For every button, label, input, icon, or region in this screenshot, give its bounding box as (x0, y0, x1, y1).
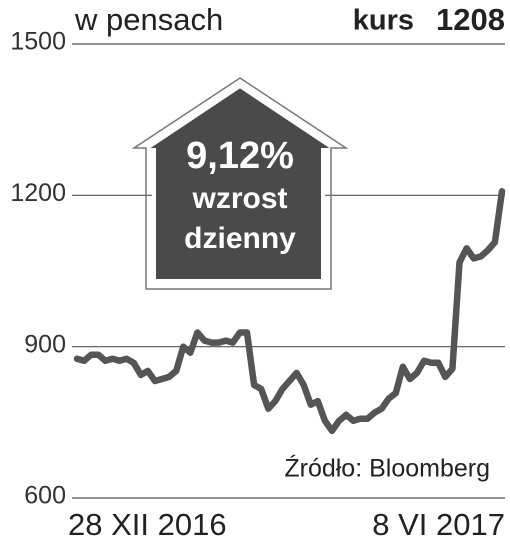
y-tick-label: 900 (24, 330, 66, 358)
y-tick-label: 1200 (10, 179, 66, 207)
price-line (73, 188, 506, 435)
arrow-outline (131, 77, 349, 290)
source: Źródło: Bloomberg (284, 454, 490, 483)
x-tick-label: 8 VI 2017 (372, 507, 505, 542)
y-tick-label: 600 (24, 482, 66, 510)
change-value: 9,12% (186, 135, 294, 177)
plot: 600 900 1200 1500 28 XII 2016 8 VI 2017 (10, 28, 506, 542)
annotation-line: dzienny (184, 222, 296, 255)
unit-label: w pensach (74, 2, 223, 37)
y-tick-label: 1500 (10, 28, 66, 56)
current-value: 1208 (436, 2, 505, 37)
x-tick-label: 28 XII 2016 (68, 507, 227, 542)
current-label: kurs (353, 5, 414, 37)
annotation-line: wzrost (191, 182, 287, 215)
